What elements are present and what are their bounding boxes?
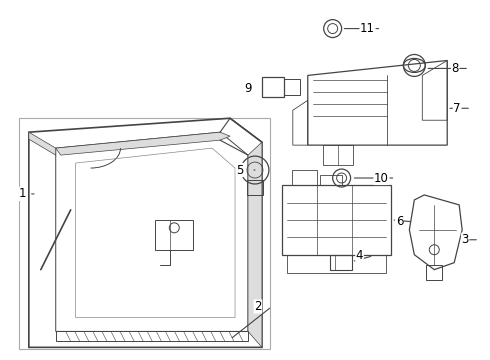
Text: 3: 3 (462, 233, 469, 246)
Text: 1: 1 (19, 188, 26, 201)
Text: 10: 10 (374, 171, 389, 185)
Text: 8: 8 (451, 62, 459, 75)
Text: 6: 6 (395, 215, 403, 228)
Polygon shape (29, 132, 56, 155)
Polygon shape (248, 142, 262, 347)
Polygon shape (56, 132, 230, 155)
Text: 7: 7 (453, 102, 461, 115)
Text: 11: 11 (360, 22, 375, 35)
Text: 9: 9 (244, 82, 252, 95)
Text: 4: 4 (356, 249, 363, 262)
Text: 2: 2 (254, 300, 262, 313)
Text: 5: 5 (236, 163, 244, 176)
